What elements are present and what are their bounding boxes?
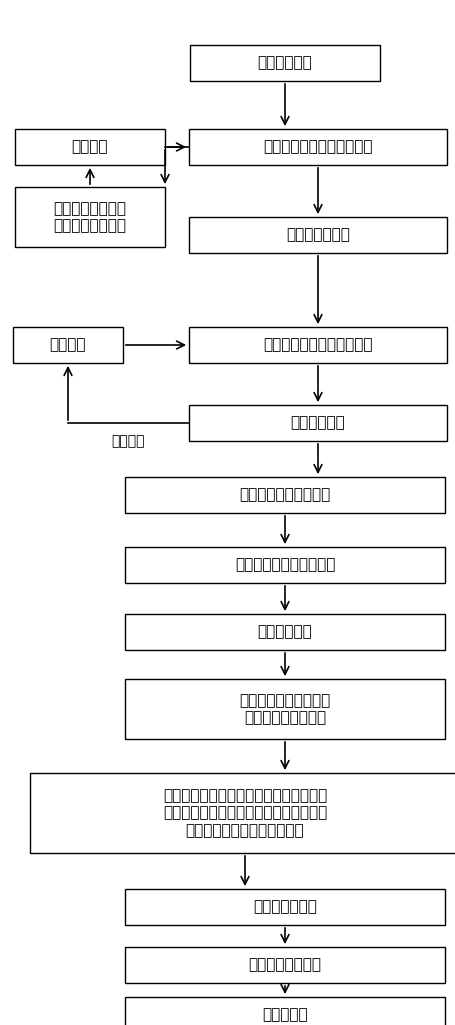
Text: 向低压循环储液器充注制冷剂，当高压储
液器和低压循环储液器液面均达到设计高
度，制冷剂充注量满足要求。: 向低压循环储液器充注制冷剂，当高压储 液器和低压循环储液器液面均达到设计高 度，… xyxy=(162,788,326,837)
Text: 漏点处理: 漏点处理 xyxy=(50,337,86,353)
Bar xyxy=(15,129,165,165)
Bar xyxy=(190,45,379,81)
Bar xyxy=(125,997,444,1025)
Text: 充注设备连接: 充注设备连接 xyxy=(257,55,312,71)
Text: 排除故障: 排除故障 xyxy=(71,139,108,155)
Text: 抽吸残留的制冷剂: 抽吸残留的制冷剂 xyxy=(248,957,321,973)
Text: 制冷剂容器微量放出制冷剂: 制冷剂容器微量放出制冷剂 xyxy=(263,139,372,155)
Text: 制冷剂顺利流出: 制冷剂顺利流出 xyxy=(285,228,349,243)
Text: 卸除主管道: 卸除主管道 xyxy=(262,1008,307,1023)
Bar xyxy=(125,614,444,650)
Text: 开启压缩机，降低低压
循环储液器的内压力: 开启压缩机，降低低压 循环储液器的内压力 xyxy=(239,693,330,726)
Text: 热虹吸储液器充注完成: 热虹吸储液器充注完成 xyxy=(239,488,330,502)
Text: 对高压储液器充注制冷剂: 对高压储液器充注制冷剂 xyxy=(234,558,334,573)
Text: 充注过程检漏: 充注过程检漏 xyxy=(290,415,344,430)
Text: 内外压力平衡: 内外压力平衡 xyxy=(257,624,312,640)
Text: 对热虹吸储液器充注制冷剂: 对热虹吸储液器充注制冷剂 xyxy=(263,337,372,353)
Bar xyxy=(125,947,444,983)
Bar xyxy=(188,129,446,165)
Bar xyxy=(125,547,444,583)
Bar xyxy=(125,889,444,925)
Bar xyxy=(125,477,444,512)
Bar xyxy=(188,217,446,253)
Text: 检测制冷剂容器中
制冷剂的流出状态: 检测制冷剂容器中 制冷剂的流出状态 xyxy=(53,201,126,234)
Bar xyxy=(188,405,446,441)
Bar xyxy=(30,773,455,853)
Text: 关闭制冷剂容器: 关闭制冷剂容器 xyxy=(253,900,316,914)
Bar xyxy=(125,679,444,739)
Bar xyxy=(188,327,446,363)
Bar xyxy=(13,327,123,363)
Bar xyxy=(15,187,165,247)
Text: 发现泄漏: 发现泄漏 xyxy=(111,434,145,448)
